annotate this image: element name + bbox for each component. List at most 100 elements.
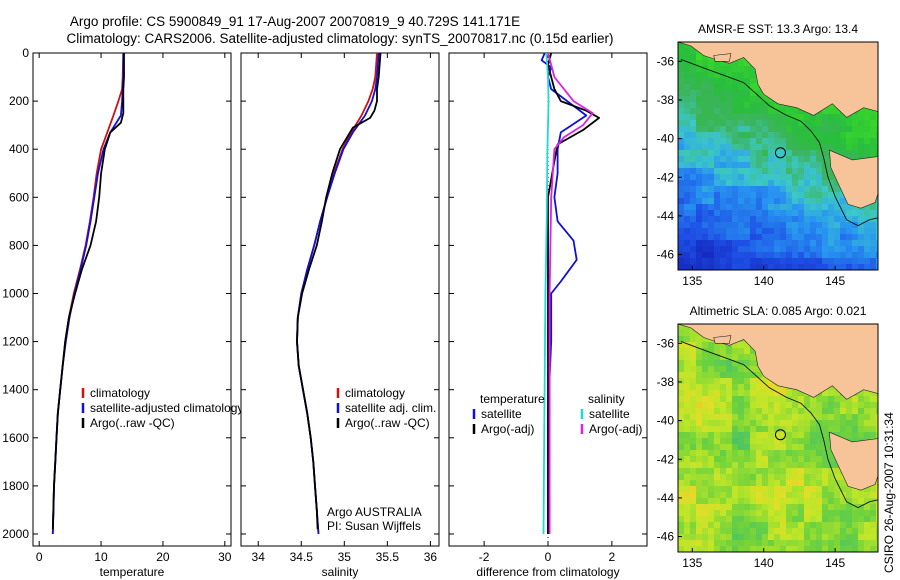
map-cell [738, 180, 744, 186]
map-cell [696, 222, 702, 228]
map-cell [804, 234, 810, 240]
map-cell [786, 222, 792, 228]
map-cell [690, 96, 696, 102]
map-cell [774, 402, 780, 408]
map-cell [744, 450, 750, 456]
map-cell [750, 222, 756, 228]
map-cell [756, 150, 762, 156]
map-cell [714, 90, 720, 96]
map-cell [762, 144, 768, 150]
map-cell [780, 402, 786, 408]
map-cell [708, 420, 714, 426]
map-cell [708, 138, 714, 144]
map-cell [798, 168, 804, 174]
map-lat-label: -42 [657, 170, 675, 184]
map-cell [762, 150, 768, 156]
map-cell [750, 372, 756, 378]
map-cell [708, 384, 714, 390]
map-cell [870, 426, 876, 432]
map-cell [708, 156, 714, 162]
map-cell [738, 450, 744, 456]
depth-tick-label: 1000 [2, 286, 29, 300]
map-cell [702, 66, 708, 72]
map-cell [762, 438, 768, 444]
map-cell [732, 360, 738, 366]
map-cell [762, 450, 768, 456]
map-cell [732, 234, 738, 240]
map-cell [780, 474, 786, 480]
map-cell [768, 174, 774, 180]
map-cell [738, 360, 744, 366]
map-lon-label: 145 [825, 556, 845, 570]
map-cell [852, 234, 858, 240]
map-cell [798, 402, 804, 408]
map-cell [798, 516, 804, 522]
map-cell [714, 228, 720, 234]
map-cell [708, 396, 714, 402]
map-cell [804, 168, 810, 174]
map-cell [792, 186, 798, 192]
map-cell [684, 462, 690, 468]
map-cell [834, 186, 840, 192]
legend-label: Argo(-adj) [589, 422, 642, 436]
map-cell [816, 222, 822, 228]
map-cell [762, 102, 768, 108]
map-cell [810, 222, 816, 228]
map-cell [726, 84, 732, 90]
map-cell [786, 210, 792, 216]
map-cell [852, 516, 858, 522]
map-cell [846, 510, 852, 516]
map-cell [792, 162, 798, 168]
map-cell [876, 480, 878, 486]
map-cell [792, 408, 798, 414]
map-cell [750, 204, 756, 210]
map-cell [792, 510, 798, 516]
map-cell [744, 96, 750, 102]
map-cell [870, 390, 876, 396]
map-cell [768, 426, 774, 432]
map-cell [702, 174, 708, 180]
map-cell [750, 408, 756, 414]
map-cell [822, 120, 828, 126]
map-cell [840, 534, 846, 540]
map-cell [750, 96, 756, 102]
map-cell [732, 450, 738, 456]
map-cell [738, 108, 744, 114]
map-cell [864, 390, 870, 396]
map-cell [852, 414, 858, 420]
map-cell [720, 234, 726, 240]
map-cell [714, 408, 720, 414]
map-cell [678, 222, 684, 228]
x-tick-label: 35.5 [376, 550, 400, 564]
map-cell [690, 510, 696, 516]
map-cell [804, 198, 810, 204]
map-cell [738, 438, 744, 444]
map-cell [684, 372, 690, 378]
map-cell [822, 180, 828, 186]
map-cell [738, 162, 744, 168]
map-cell [696, 138, 702, 144]
map-cell [678, 66, 684, 72]
map-cell [804, 534, 810, 540]
map-cell [864, 264, 870, 270]
map-cell [816, 234, 822, 240]
map-cell [678, 510, 684, 516]
map-cell [768, 186, 774, 192]
map-cell [870, 222, 876, 228]
map-cell [696, 258, 702, 264]
map-cell [846, 234, 852, 240]
map-cell [726, 504, 732, 510]
map-cell [858, 546, 864, 552]
map-cell [780, 210, 786, 216]
map-cell [864, 426, 870, 432]
map-cell [720, 534, 726, 540]
map-cell [726, 534, 732, 540]
map-cell [756, 456, 762, 462]
map-cell [780, 432, 786, 438]
map-cell [714, 138, 720, 144]
map-lon-label: 135 [682, 556, 702, 570]
map-cell [702, 462, 708, 468]
map-cell [690, 264, 696, 270]
map-cell [684, 96, 690, 102]
map-cell [738, 66, 744, 72]
